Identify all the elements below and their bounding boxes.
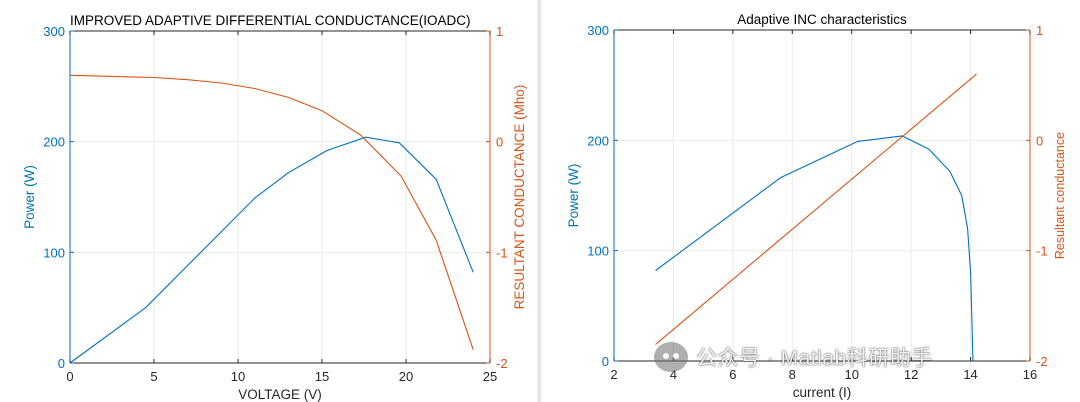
x-tick-label: 20 — [399, 369, 413, 384]
chart-title: IMPROVED ADAPTIVE DIFFERENTIAL CONDUCTAN… — [70, 13, 471, 28]
x-tick-label: 10 — [231, 369, 245, 384]
y-tick-label-left: 0 — [602, 354, 609, 369]
x-tick-label: 25 — [483, 369, 497, 384]
y-axis-label-left: Power (W) — [22, 165, 37, 229]
y-tick-label-right: -2 — [496, 356, 508, 371]
y-tick-label-left: 200 — [587, 133, 609, 148]
y-tick-label-left: 100 — [43, 245, 65, 260]
y-axis-label-right: RESULTANT CONDUCTANCE (Mho) — [512, 85, 527, 310]
x-tick-label: 8 — [789, 367, 796, 382]
y-tick-label-right: -2 — [1036, 354, 1048, 369]
y-tick-label-right: 0 — [1036, 133, 1043, 148]
x-tick-label: 16 — [1023, 367, 1037, 382]
y-tick-label-right: 1 — [496, 24, 503, 39]
series-line-conductance — [69, 74, 474, 350]
y-tick-label-left: 300 — [43, 24, 65, 39]
chart-title: Adaptive INC characteristics — [737, 12, 907, 27]
y-axis-label-right: Resultant conductance — [1053, 132, 1067, 259]
x-tick-label: 4 — [670, 367, 677, 382]
watermark: 公众号 · Matlab科研助手 — [654, 340, 933, 374]
x-tick-label: 5 — [150, 369, 157, 384]
wechat-icon — [654, 342, 688, 372]
ioadc-chart: 0 5 10 15 20 25 0 100 200 300 -2 -1 0 1 IMPROVED ADAPT… — [22, 13, 527, 402]
x-tick-label: 6 — [729, 367, 736, 382]
y-tick-label-right: 1 — [1036, 23, 1043, 38]
y-tick-label-right: 0 — [496, 135, 503, 150]
y-tick-label-right: -1 — [1036, 244, 1048, 259]
x-tick-label: 0 — [66, 369, 73, 384]
plot-area — [70, 31, 490, 363]
y-axis-label-left: Power (W) — [566, 164, 581, 228]
x-axis-label: current (I) — [793, 385, 852, 400]
x-tick-label: 14 — [963, 367, 977, 382]
y-tick-label-left: 100 — [587, 244, 609, 259]
x-tick-label: 15 — [315, 369, 329, 384]
x-axis-label: VOLTAGE (V) — [238, 387, 322, 402]
y-tick-label-left: 0 — [58, 356, 65, 371]
watermark-text: 公众号 · Matlab科研助手 — [696, 347, 933, 370]
adaptive-inc-chart: 2 4 6 8 10 12 14 16 0 100 200 300 -2 -1 0 1 Adaptive INC… — [566, 12, 1067, 400]
plot-area — [614, 30, 1030, 361]
x-tick-label: 10 — [844, 367, 858, 382]
panel-divider — [536, 0, 542, 402]
y-tick-label-left: 300 — [587, 23, 609, 38]
x-tick-label: 12 — [904, 367, 918, 382]
y-tick-label-right: -1 — [496, 245, 508, 260]
series-line-power — [655, 135, 974, 362]
series-line-power — [69, 136, 474, 364]
y-tick-label-left: 200 — [43, 135, 65, 150]
x-tick-label: 2 — [610, 367, 617, 382]
series-line-conductance — [655, 73, 977, 345]
